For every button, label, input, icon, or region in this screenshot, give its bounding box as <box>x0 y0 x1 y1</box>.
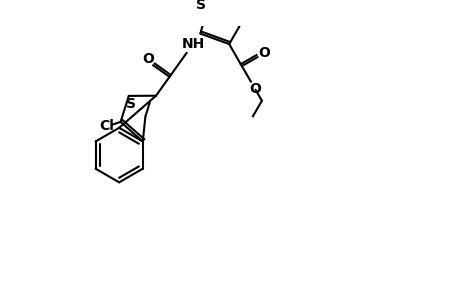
Text: NH: NH <box>181 37 204 51</box>
Text: S: S <box>125 97 135 111</box>
Text: O: O <box>142 52 154 66</box>
Text: S: S <box>196 0 206 12</box>
Text: O: O <box>249 82 260 96</box>
Text: Cl: Cl <box>99 119 114 134</box>
Text: O: O <box>257 46 269 60</box>
